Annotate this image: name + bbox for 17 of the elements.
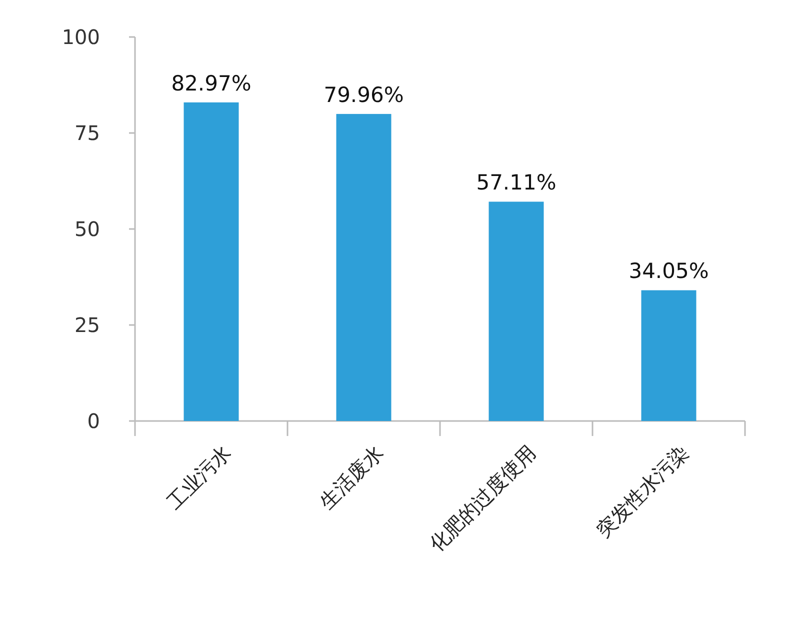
x-tick-label: 生活废水 [314, 440, 388, 514]
bar [336, 114, 392, 421]
data-label: 34.05% [628, 259, 709, 284]
y-tick-label: 75 [74, 121, 100, 145]
y-tick-label: 50 [74, 217, 100, 241]
x-tick-label: 工业污水 [162, 440, 236, 514]
data-label: 79.96% [324, 82, 404, 107]
bar [641, 290, 696, 421]
bar [184, 102, 239, 421]
x-tick-label: 化肥的过度使用 [424, 440, 541, 556]
bar [488, 202, 544, 421]
x-tick-label: 突发性水污染 [591, 440, 694, 542]
y-tick-label: 0 [87, 409, 100, 433]
data-label: 57.11% [476, 170, 556, 195]
y-tick-label: 25 [74, 313, 100, 337]
data-label: 82.97% [171, 71, 252, 96]
y-tick-label: 100 [62, 25, 100, 49]
